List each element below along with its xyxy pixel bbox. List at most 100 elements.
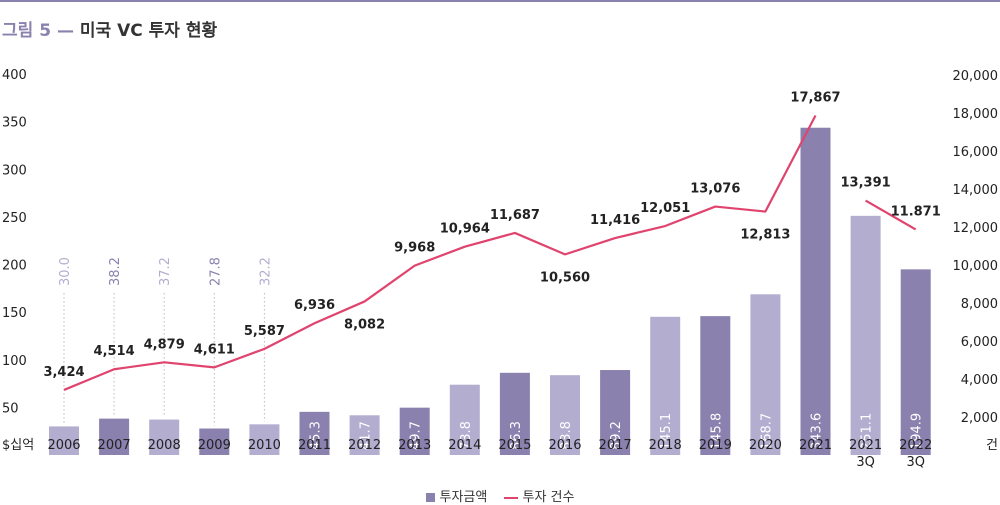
bar	[299, 411, 330, 455]
right-axis-tick: 6,000	[961, 335, 998, 350]
bar	[750, 294, 781, 455]
line-value-label: 4,514	[94, 344, 135, 359]
line-value-label: 11.871	[891, 204, 941, 219]
line-value-label: 4,611	[194, 342, 235, 357]
bar-value-label: 27.8	[208, 257, 223, 286]
chart-title: 그림 5 — 미국 VC 투자 현황	[2, 16, 217, 41]
legend-swatch-bar	[425, 493, 435, 502]
left-axis-tick: 50	[2, 401, 19, 416]
bar	[199, 428, 230, 455]
bar-value-label: 145.1	[659, 413, 674, 450]
bar-value-label: 32.2	[258, 257, 273, 286]
category-label: 2019	[699, 438, 732, 453]
bar	[700, 316, 731, 455]
category-label: 3Q	[856, 455, 875, 470]
left-axis-label: $십억	[2, 438, 34, 453]
bar	[600, 370, 631, 455]
bar	[800, 127, 831, 455]
bar-value-label: 86.3	[509, 421, 524, 450]
bar-value-label: 41.7	[359, 421, 374, 450]
bar-value-label: 343.6	[810, 413, 825, 450]
figure-number: 그림 5	[2, 21, 52, 41]
bar-value-label: 83.8	[559, 421, 574, 450]
legend-item-amount: 투자금액	[425, 486, 488, 505]
left-axis-tick: 400	[2, 68, 27, 83]
category-label: 2022	[899, 438, 932, 453]
legend-label-amount: 투자금액	[439, 490, 488, 505]
count-line	[63, 115, 817, 391]
category-label: 2021	[849, 438, 882, 453]
left-axis-tick: 100	[2, 354, 27, 369]
line-value-label: 9,968	[394, 241, 435, 256]
bar	[349, 415, 380, 455]
category-label: 2016	[548, 438, 581, 453]
bar	[149, 419, 180, 455]
bar	[49, 426, 79, 455]
bar-value-label: 45.3	[309, 421, 324, 450]
title-text: 미국 VC 투자 현황	[79, 21, 218, 41]
legend-item-count: 투자 건수	[503, 486, 574, 505]
bar-value-label: 37.2	[158, 257, 173, 286]
right-axis-tick: 16,000	[953, 145, 999, 160]
right-axis-tick: 20,000	[953, 69, 999, 84]
line-value-label: 13,076	[690, 182, 740, 197]
bar-value-label: 89.2	[609, 421, 624, 450]
combo-chart: 50 100 150 200 250 300 350 400 2,000 4,000 6,000 8,…	[2, 68, 999, 470]
top-rule	[0, 0, 1000, 2]
bar-value-label: 38.2	[108, 257, 123, 286]
line-value-label: 12,051	[640, 201, 690, 216]
legend: 투자금액 투자 건수	[0, 486, 1000, 505]
line-value-label: 10,560	[540, 270, 590, 285]
line-value-label: 11,687	[490, 208, 540, 223]
line-value-label: 12,813	[740, 228, 790, 243]
left-axis-tick: 150	[2, 306, 27, 321]
title-dash: —	[56, 21, 74, 41]
right-axis-tick: 12,000	[953, 221, 999, 236]
category-label: 2011	[298, 438, 331, 453]
bar-value-label: 49.7	[409, 421, 424, 450]
line-value-label: 8,082	[344, 317, 385, 332]
line-value-label: 4,879	[144, 337, 185, 352]
bar-value-label: 73.8	[459, 421, 474, 450]
bar	[850, 215, 881, 455]
bar	[449, 384, 480, 455]
right-axis-tick: 2,000	[961, 411, 998, 426]
line-value-label: 10,964	[440, 222, 490, 237]
category-label: 2014	[448, 438, 481, 453]
right-axis-tick: 10,000	[953, 259, 999, 274]
category-label: 2007	[98, 438, 131, 453]
bar	[550, 375, 580, 455]
bar-value-label: 30.0	[58, 257, 73, 286]
bar-value-label: 145.8	[709, 413, 724, 450]
category-label: 2012	[348, 438, 381, 453]
line-value-label: 6,936	[294, 298, 335, 313]
bar	[650, 316, 681, 455]
right-axis-label: 건	[986, 438, 998, 453]
right-axis-tick: 14,000	[953, 183, 999, 198]
bar-value-label: 251.1	[860, 413, 875, 450]
left-axis-tick: 250	[2, 211, 27, 226]
category-label: 2013	[398, 438, 431, 453]
category-label: 3Q	[906, 455, 925, 470]
left-axis-tick: 300	[2, 163, 27, 178]
category-label: 2009	[198, 438, 231, 453]
category-label: 2017	[599, 438, 632, 453]
line-value-label: 13,391	[841, 176, 891, 191]
bar	[399, 407, 430, 455]
bar	[900, 269, 931, 455]
left-axis-tick: 350	[2, 116, 27, 131]
right-axis-tick: 4,000	[961, 373, 998, 388]
line-value-label: 5,587	[244, 324, 285, 339]
line-value-label: 11,416	[590, 213, 640, 228]
bar	[499, 372, 530, 455]
bar	[249, 424, 280, 455]
legend-swatch-line	[503, 496, 518, 499]
category-label: 2006	[47, 438, 80, 453]
category-label: 2010	[248, 438, 281, 453]
category-label: 2021	[799, 438, 832, 453]
bar	[99, 418, 130, 455]
bar-value-label: 168.7	[759, 413, 774, 450]
category-label: 2020	[749, 438, 782, 453]
right-axis-tick: 8,000	[961, 297, 998, 312]
category-label: 2008	[148, 438, 181, 453]
